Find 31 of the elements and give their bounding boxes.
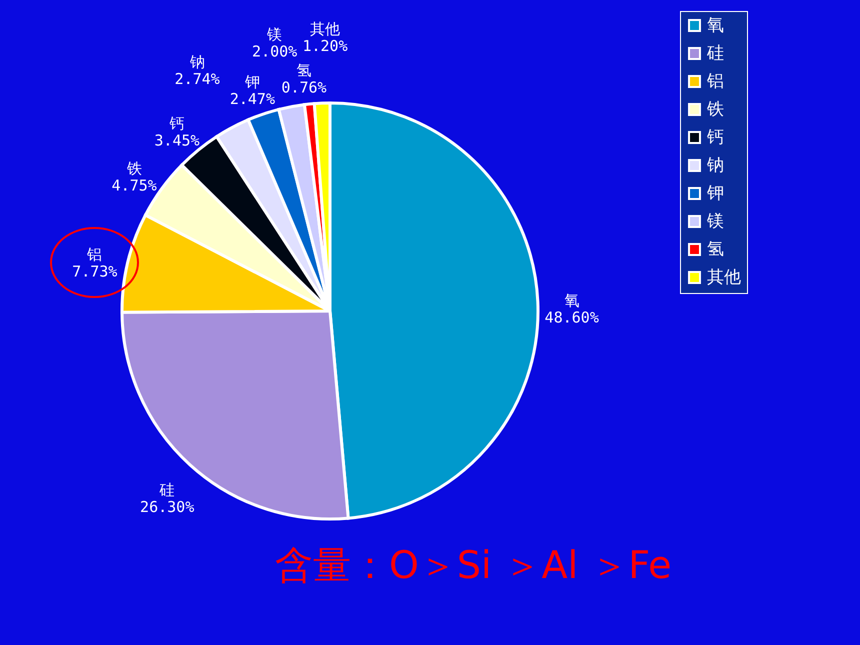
data-label: 26.30%: [140, 498, 194, 516]
legend-label: 镁: [706, 212, 724, 232]
legend-label: 硅: [706, 44, 724, 64]
slice-label: 镁: [266, 25, 282, 44]
legend-label: 其他: [707, 268, 741, 288]
text: 含量：O＞Si ＞Al ＞Fe: [275, 542, 672, 589]
legend-label: 铁: [706, 100, 724, 120]
slice-label: 钙: [168, 114, 184, 133]
legend-label: 氢: [707, 240, 724, 260]
data-label: 3.45%: [154, 132, 200, 150]
data-label: 7.73%: [72, 262, 118, 280]
legend-label: 铝: [706, 72, 724, 92]
slice-label: 钠: [188, 53, 205, 72]
slice-label: 钾: [244, 72, 260, 91]
data-label: 1.20%: [302, 37, 348, 56]
data-label: 4.75%: [112, 176, 157, 195]
legend-label: 钠: [706, 156, 724, 176]
slice-label: 氧: [564, 291, 580, 310]
data-label: 48.60%: [544, 308, 599, 326]
data-label: 0.76%: [281, 78, 327, 96]
data-label: 2.47%: [230, 90, 275, 108]
slice-label: 氢: [296, 61, 312, 80]
legend-label: 钙: [706, 128, 724, 148]
legend-label: 氧: [707, 16, 724, 36]
data-label: 2.74%: [174, 70, 220, 88]
slice-label: 其他: [310, 20, 340, 38]
legend-label: 钾: [706, 184, 724, 204]
data-label: 2.00%: [252, 42, 298, 60]
slice-label: 铝: [86, 245, 102, 264]
slice-label: 硅: [158, 480, 175, 499]
slice-label: 铁: [126, 160, 142, 178]
